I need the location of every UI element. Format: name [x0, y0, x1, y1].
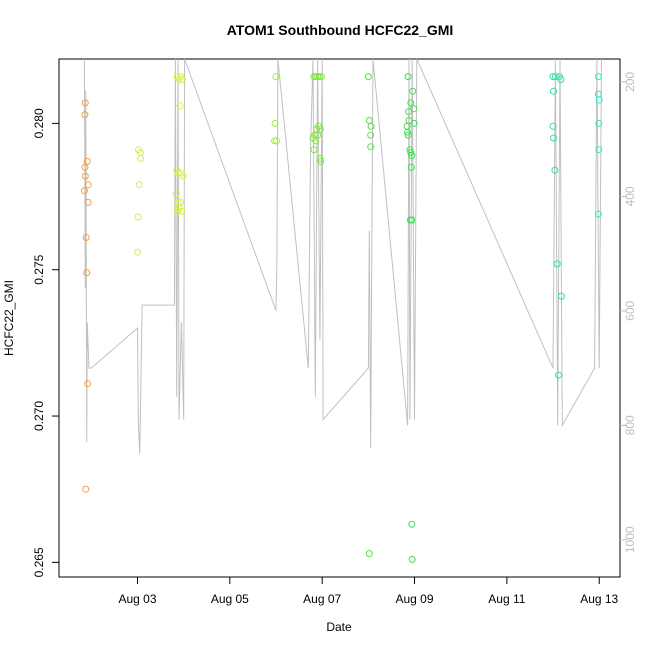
data-point — [176, 102, 184, 110]
data-point — [80, 187, 88, 195]
data-point — [83, 269, 91, 277]
data-point — [410, 119, 418, 127]
data-point — [408, 152, 416, 160]
x-tick-label: Aug 05 — [211, 592, 249, 606]
data-point — [408, 216, 416, 224]
data-point — [84, 198, 92, 206]
data-point — [310, 146, 318, 154]
data-point — [137, 155, 145, 162]
y2-tick-label: 1000 — [623, 526, 637, 553]
data-point — [557, 292, 565, 300]
x-axis-label: Date — [326, 620, 352, 634]
data-point — [315, 73, 323, 81]
data-point — [81, 163, 89, 171]
x-tick-label: Aug 13 — [580, 592, 618, 606]
y2-tick-label: 400 — [623, 186, 637, 206]
data-point — [551, 166, 559, 174]
data-point — [134, 248, 141, 256]
data-point — [316, 155, 324, 162]
y-axis: 0.265 0.270 0.275 0.280 — [32, 108, 59, 577]
data-points — [80, 73, 603, 563]
data-point — [271, 137, 279, 145]
data-point — [553, 260, 561, 268]
data-point — [82, 234, 90, 241]
data-point — [364, 73, 372, 81]
y2-axis: 200 400 600 800 1000 — [620, 72, 637, 553]
data-point — [595, 96, 603, 104]
altitude-trace — [83, 58, 602, 454]
data-point — [174, 207, 182, 215]
data-point — [367, 131, 375, 139]
data-point — [550, 87, 557, 95]
y-tick-label: 0.280 — [32, 108, 46, 138]
data-point — [316, 125, 324, 133]
data-point — [367, 122, 375, 130]
y2-tick-label: 800 — [623, 415, 637, 435]
data-point — [404, 73, 412, 81]
data-point — [81, 99, 89, 107]
chart-title: ATOM1 Southbound HCFC22_GMI — [227, 22, 454, 38]
data-point — [134, 213, 142, 221]
data-point — [178, 207, 186, 215]
data-point — [557, 76, 565, 83]
altitude-line — [83, 58, 602, 454]
data-point — [405, 108, 412, 116]
y-tick-label: 0.270 — [32, 401, 46, 431]
data-point — [273, 137, 280, 145]
data-point — [595, 119, 603, 127]
y2-tick-label: 600 — [623, 300, 637, 320]
data-point — [365, 550, 373, 558]
x-tick-label: Aug 07 — [303, 592, 341, 606]
data-point — [179, 172, 187, 180]
data-point — [317, 73, 325, 81]
data-point — [83, 157, 91, 165]
data-point — [172, 190, 180, 198]
y-tick-label: 0.275 — [32, 254, 46, 284]
data-point — [365, 117, 373, 124]
data-point — [81, 172, 89, 180]
data-point — [407, 163, 415, 171]
data-point — [409, 87, 417, 95]
x-tick-label: Aug 11 — [488, 592, 525, 606]
data-point — [317, 157, 325, 165]
data-point — [178, 76, 186, 83]
x-axis: Aug 03 Aug 05 Aug 07 Aug 09 Aug 11 Aug 13 — [118, 576, 619, 606]
data-point — [82, 485, 90, 493]
x-tick-label: Aug 09 — [396, 592, 434, 606]
data-point — [555, 371, 563, 379]
data-point — [84, 181, 92, 189]
data-point — [594, 73, 602, 81]
data-point — [84, 380, 92, 388]
data-point — [314, 131, 322, 139]
data-point — [135, 181, 143, 189]
data-point — [594, 210, 602, 218]
data-point — [404, 128, 412, 136]
data-point — [407, 149, 415, 157]
data-point — [550, 134, 557, 142]
data-point — [595, 146, 603, 154]
y-axis-label: HCFC22_GMI — [2, 280, 16, 356]
data-point — [549, 122, 557, 130]
data-point — [81, 111, 89, 119]
data-point — [551, 73, 559, 81]
x-tick-label: Aug 03 — [118, 592, 156, 606]
y-tick-label: 0.265 — [32, 547, 46, 577]
data-point — [367, 143, 375, 151]
data-point — [408, 520, 416, 528]
data-point — [408, 555, 416, 563]
data-point — [407, 99, 415, 107]
data-point — [410, 105, 418, 113]
plot-area — [58, 58, 621, 578]
y2-tick-label: 200 — [623, 72, 637, 92]
data-point — [404, 131, 412, 139]
data-point — [271, 119, 279, 127]
data-point — [272, 73, 280, 81]
